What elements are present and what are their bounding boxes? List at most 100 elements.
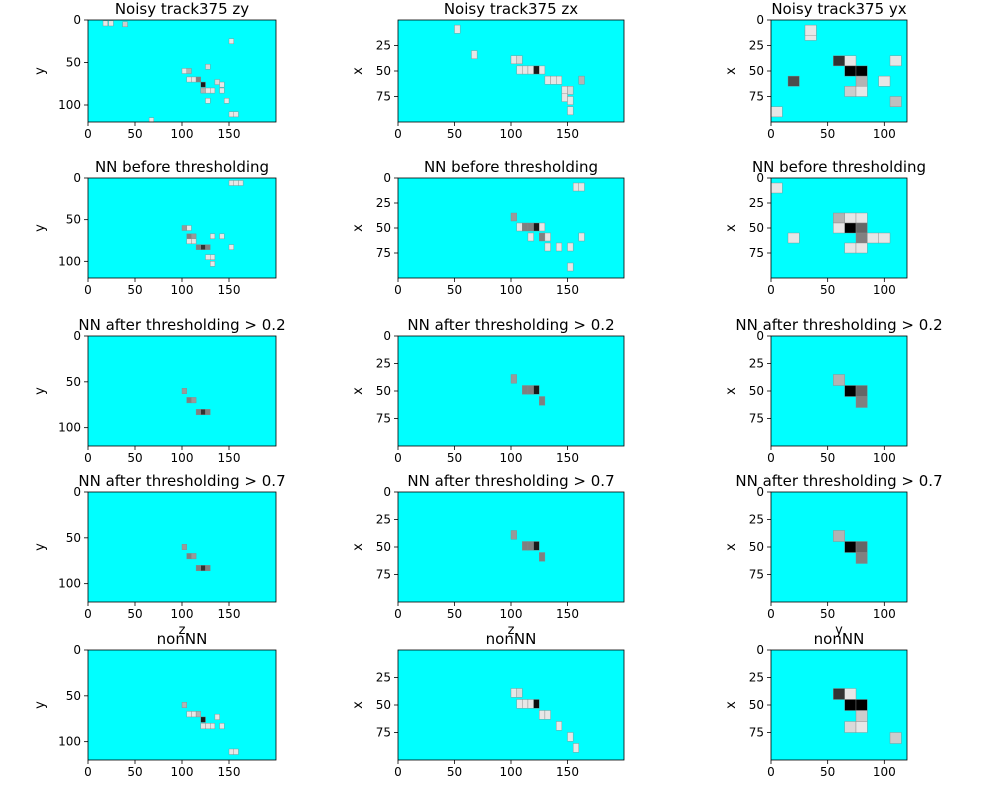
heatmap-cell <box>510 374 517 384</box>
x-tick-label: 150 <box>556 765 579 779</box>
heatmap-cell <box>539 65 546 75</box>
heatmap-cell <box>556 721 563 731</box>
x-axis-label: y <box>835 623 843 638</box>
heatmap-cell <box>200 565 206 572</box>
heatmap-cell <box>855 212 868 224</box>
y-tick-label: 100 <box>58 254 81 268</box>
y-tick-label: 50 <box>376 221 391 235</box>
subplot-2-1: 0 50 100 150 0 25 50 75 NN after thresholding > … <box>351 316 625 465</box>
heatmap-cell <box>200 244 206 250</box>
x-tick-label: 150 <box>556 451 579 465</box>
heatmap-cell <box>214 79 220 85</box>
heatmap-cell <box>228 180 234 186</box>
y-tick-label: 50 <box>376 384 391 398</box>
x-tick-label: 0 <box>767 451 775 465</box>
y-tick-label: 50 <box>66 56 81 70</box>
plot-background <box>398 20 624 122</box>
heatmap-cell <box>102 20 108 27</box>
x-tick-label: 50 <box>447 765 462 779</box>
x-tick-label: 150 <box>218 283 241 297</box>
x-tick-label: 150 <box>218 451 241 465</box>
subplot-4-2: 0 50 100 0 25 50 75 nonNN x <box>724 630 908 779</box>
subplot-title: NN before thresholding <box>424 158 598 176</box>
heatmap-cell <box>108 20 114 27</box>
y-axis-label: x <box>724 387 739 395</box>
heatmap-cell <box>186 225 192 231</box>
heatmap-cell <box>181 544 187 550</box>
heatmap-cell <box>527 699 534 709</box>
y-axis-label: x <box>351 224 366 232</box>
heatmap-cell <box>833 55 845 67</box>
y-tick-label: 25 <box>749 513 764 527</box>
heatmap-cell <box>233 111 239 118</box>
x-tick-label: 50 <box>127 607 142 621</box>
x-tick-label: 100 <box>171 765 194 779</box>
heatmap-cell <box>855 710 868 722</box>
heatmap-cell <box>510 55 517 65</box>
x-tick-label: 150 <box>218 765 241 779</box>
y-tick-label: 50 <box>376 64 391 78</box>
y-tick-label: 25 <box>376 513 391 527</box>
y-tick-label: 50 <box>66 531 81 545</box>
heatmap-cell <box>567 96 574 105</box>
heatmap-cell <box>844 385 857 397</box>
y-axis-label: x <box>724 224 739 232</box>
heatmap-cell <box>181 225 187 231</box>
subplot-title: NN after thresholding > 0.7 <box>407 472 614 490</box>
y-tick-label: 50 <box>66 689 81 703</box>
y-tick-label: 25 <box>376 196 391 210</box>
heatmap-cell <box>205 254 211 260</box>
x-tick-label: 150 <box>218 607 241 621</box>
heatmap-cell <box>191 397 197 404</box>
heatmap-cell <box>844 86 857 97</box>
heatmap-cell <box>148 117 155 123</box>
x-tick-label: 50 <box>127 451 142 465</box>
heatmap-cell <box>186 553 192 560</box>
heatmap-cell <box>544 75 551 85</box>
heatmap-cell <box>471 50 478 59</box>
y-tick-label: 25 <box>749 39 764 53</box>
heatmap-cell <box>578 232 585 242</box>
subplot-1-1: 0 50 100 150 0 25 50 75 NN before thresholding x <box>351 158 625 297</box>
x-tick-label: 100 <box>171 127 194 141</box>
heatmap-cell <box>516 222 523 232</box>
heatmap-cell <box>833 374 845 386</box>
x-tick-label: 100 <box>171 283 194 297</box>
y-tick-label: 0 <box>756 329 764 343</box>
heatmap-cell <box>214 713 220 720</box>
heatmap-cell <box>567 106 574 116</box>
subplot-1-2: 0 50 100 0 25 50 75 NN before thresholding x <box>724 158 926 297</box>
heatmap-cell <box>181 702 187 708</box>
heatmap-cell <box>191 233 197 240</box>
subplot-1-0: 0 50 100 150 0 50 100 NN before thresholding y <box>33 158 277 297</box>
y-tick-label: 25 <box>376 671 391 685</box>
heatmap-cell <box>516 55 523 65</box>
subplot-title: NN after thresholding > 0.2 <box>78 316 285 334</box>
y-tick-label: 75 <box>749 90 764 104</box>
x-tick-label: 50 <box>127 283 142 297</box>
subplot-title: nonNN <box>486 630 537 648</box>
y-tick-label: 100 <box>58 577 81 591</box>
x-tick-label: 150 <box>218 127 241 141</box>
y-tick-label: 0 <box>756 13 764 27</box>
heatmap-cell <box>855 699 868 711</box>
x-tick-label: 100 <box>500 451 523 465</box>
heatmap-cell <box>855 385 868 397</box>
heatmap-cell <box>181 388 187 394</box>
heatmap-cell <box>787 75 800 87</box>
heatmap-cell <box>889 732 902 744</box>
x-tick-label: 50 <box>447 451 462 465</box>
heatmap-cell <box>516 65 523 75</box>
heatmap-cell <box>533 385 540 395</box>
heatmap-cell <box>804 24 817 36</box>
x-tick-label: 0 <box>394 283 402 297</box>
heatmap-cell <box>122 21 128 28</box>
heatmap-cell <box>228 748 234 755</box>
heatmap-cell <box>200 87 206 94</box>
heatmap-cell <box>209 233 216 240</box>
heatmap-cell <box>527 541 534 551</box>
heatmap-cell <box>878 75 891 87</box>
heatmap-cell <box>219 233 225 240</box>
heatmap-cell <box>572 743 580 753</box>
